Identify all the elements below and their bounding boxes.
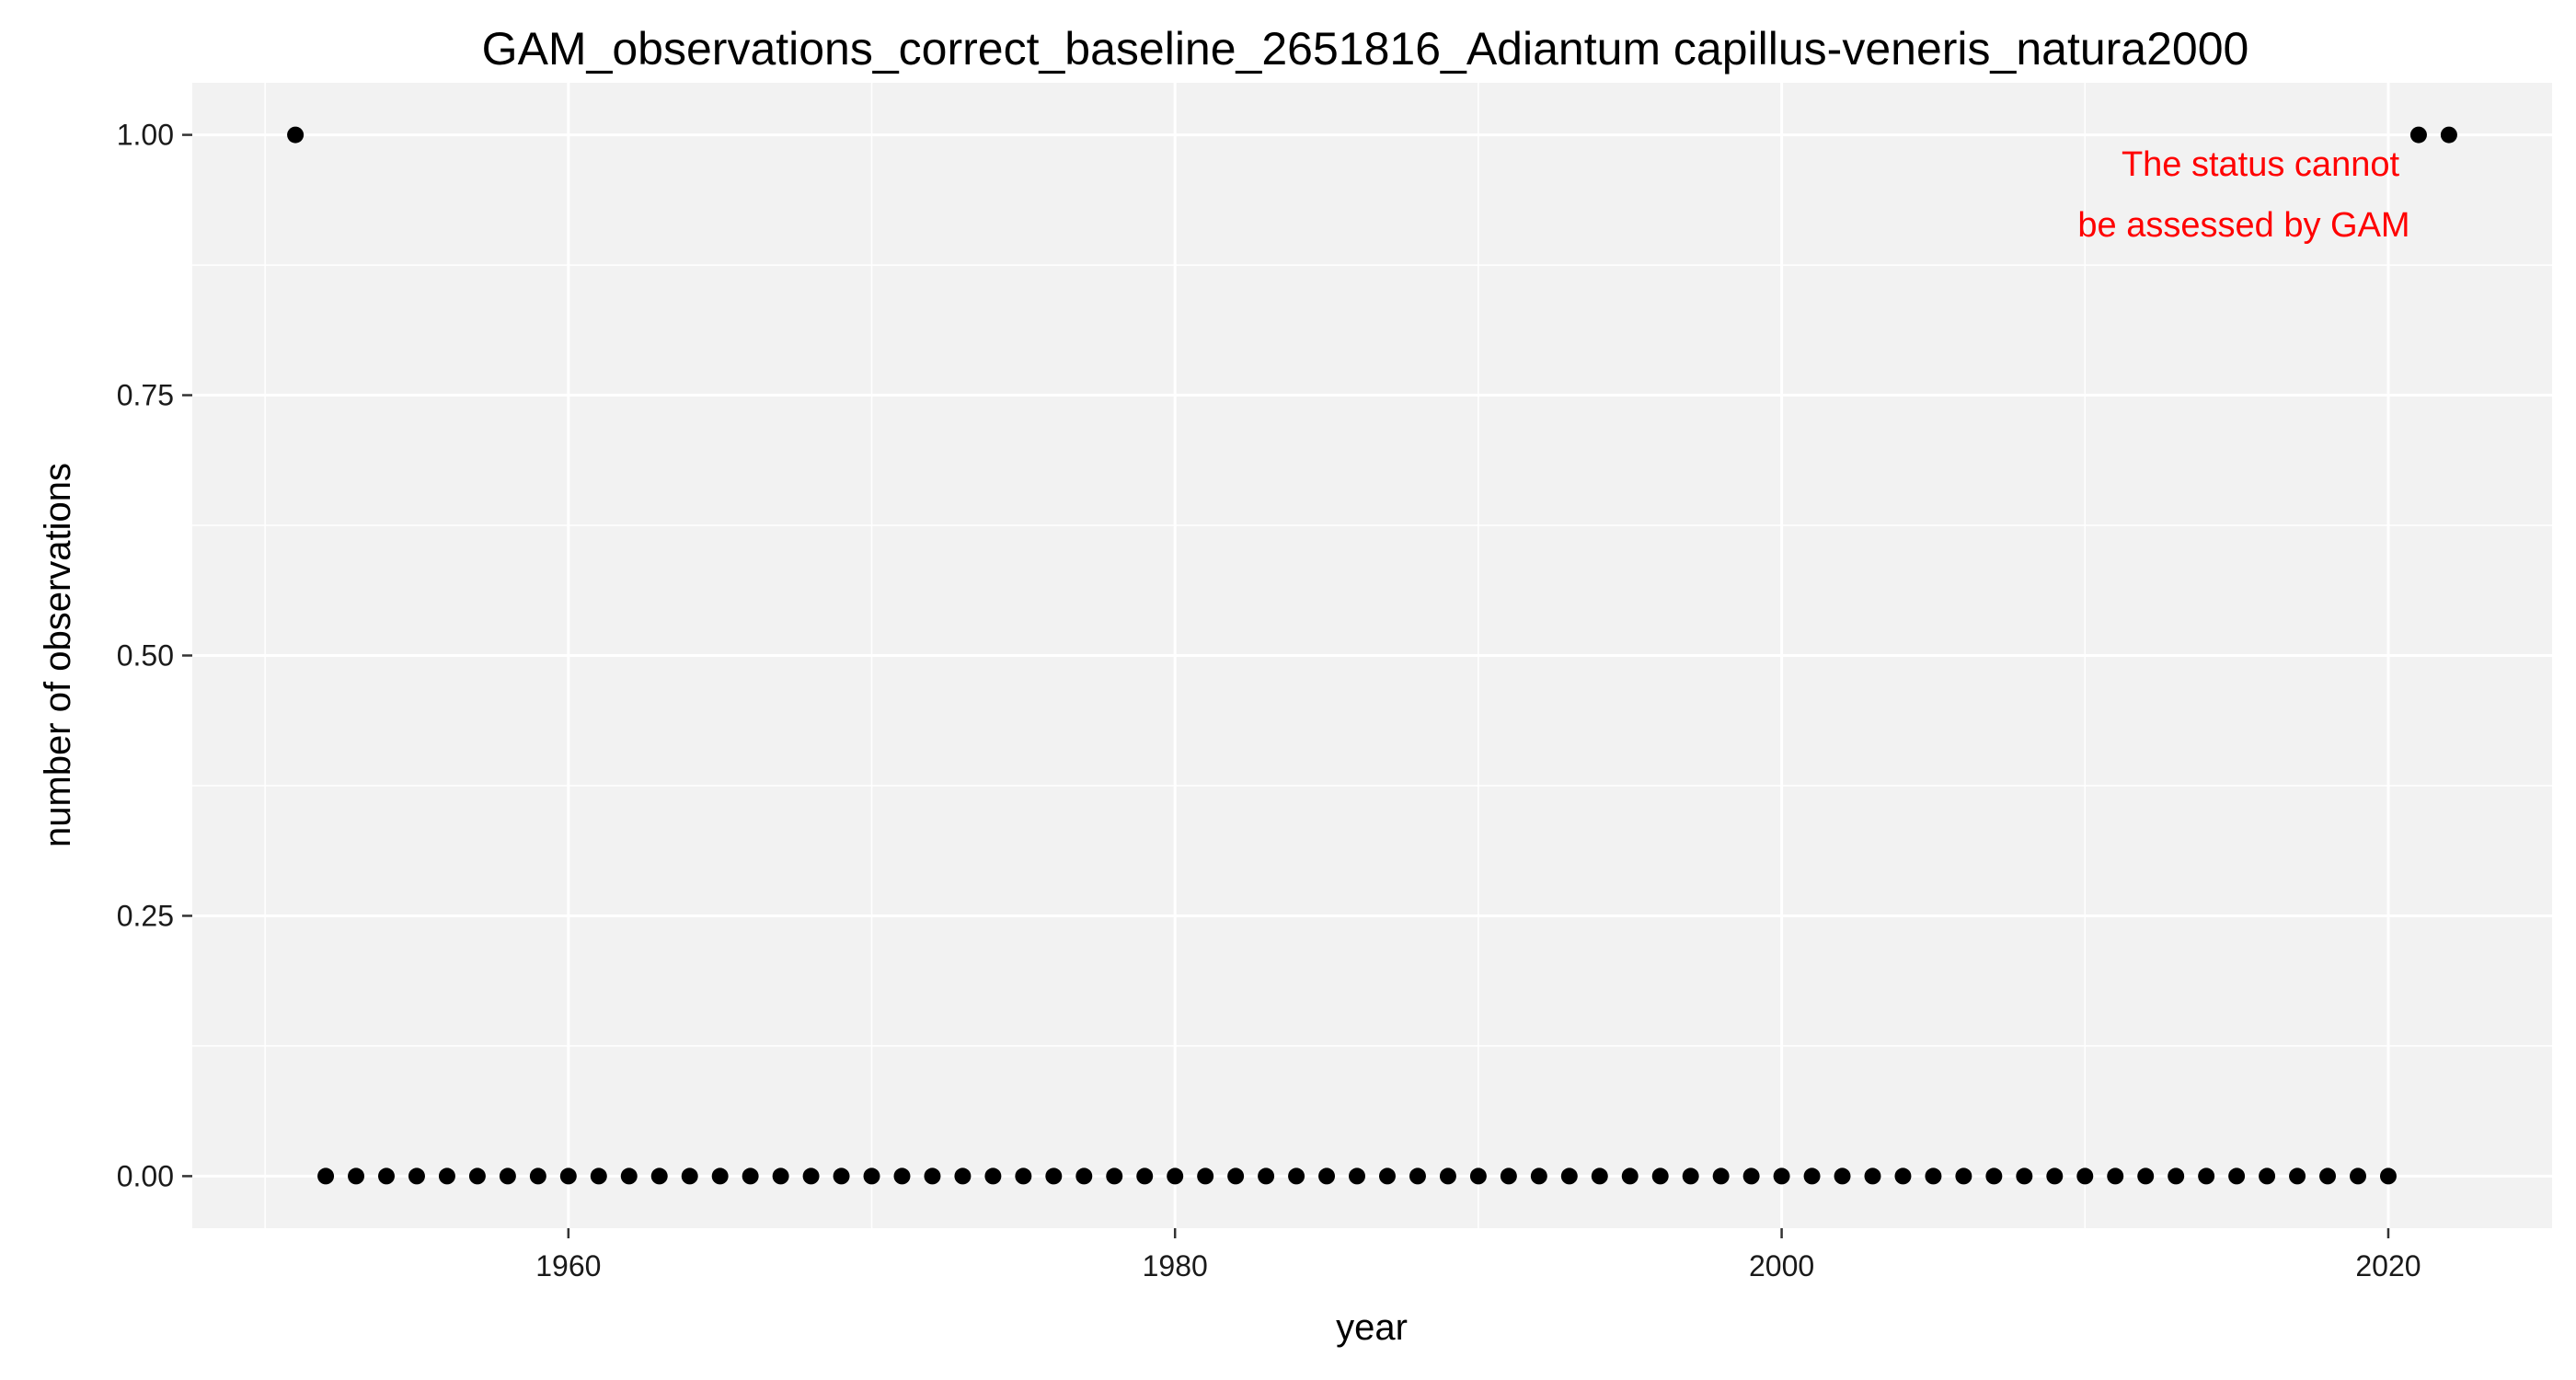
data-point <box>1985 1167 2003 1185</box>
data-point <box>287 126 305 144</box>
annotation-line: be assessed by GAM <box>2077 206 2409 245</box>
y-tick-label: 0.00 <box>117 1159 174 1192</box>
data-point <box>2076 1167 2094 1185</box>
data-point <box>1015 1167 1032 1185</box>
data-point <box>1651 1167 1669 1185</box>
data-point <box>1591 1167 1608 1185</box>
data-point <box>1712 1167 1730 1185</box>
data-point <box>681 1167 698 1185</box>
data-point <box>2440 126 2457 144</box>
x-axis: 1960 1980 2000 2020 <box>535 1228 2421 1282</box>
data-point <box>2349 1167 2366 1185</box>
x-tick-label: 2000 <box>1749 1249 1814 1282</box>
data-point <box>833 1167 850 1185</box>
data-point <box>2228 1167 2246 1185</box>
data-point <box>2289 1167 2306 1185</box>
data-point <box>1500 1167 1517 1185</box>
data-point <box>2137 1167 2155 1185</box>
data-point <box>1167 1167 1184 1185</box>
data-point <box>1803 1167 1821 1185</box>
data-point <box>1288 1167 1305 1185</box>
data-point <box>863 1167 880 1185</box>
data-point <box>529 1167 546 1185</box>
data-point <box>408 1167 425 1185</box>
data-point <box>1136 1167 1154 1185</box>
data-point <box>1197 1167 1214 1185</box>
data-point <box>1621 1167 1639 1185</box>
data-point <box>772 1167 789 1185</box>
data-point <box>620 1167 638 1185</box>
data-point <box>378 1167 396 1185</box>
data-point <box>711 1167 729 1185</box>
data-point <box>2379 1167 2397 1185</box>
data-point <box>317 1167 335 1185</box>
y-tick-label: 1.00 <box>117 119 174 152</box>
x-tick-label: 1960 <box>535 1249 601 1282</box>
data-point <box>2046 1167 2064 1185</box>
data-point <box>1349 1167 1366 1185</box>
y-tick-label: 0.50 <box>117 639 174 673</box>
data-point <box>2198 1167 2215 1185</box>
data-point <box>650 1167 668 1185</box>
data-point <box>1773 1167 1790 1185</box>
data-point <box>499 1167 516 1185</box>
y-axis-title: number of observations <box>38 463 78 847</box>
annotation-line: The status cannot <box>2122 145 2400 184</box>
data-point <box>802 1167 820 1185</box>
grid-major <box>192 83 2552 1228</box>
data-point <box>2409 126 2427 144</box>
data-point <box>984 1167 1002 1185</box>
data-point <box>2107 1167 2124 1185</box>
data-point <box>1834 1167 1851 1185</box>
data-point <box>1530 1167 1547 1185</box>
data-point <box>1227 1167 1245 1185</box>
data-point <box>1682 1167 1699 1185</box>
data-point <box>2168 1167 2185 1185</box>
y-tick-label: 0.25 <box>117 899 174 932</box>
data-point <box>348 1167 365 1185</box>
data-point <box>438 1167 455 1185</box>
data-point <box>1894 1167 1912 1185</box>
x-tick-label: 2020 <box>2355 1249 2421 1282</box>
y-tick-label: 0.75 <box>117 379 174 412</box>
data-points <box>287 126 2457 1185</box>
x-axis-title: year <box>1336 1307 1408 1348</box>
chart-title: GAM_observations_correct_baseline_265181… <box>482 23 2249 75</box>
data-point <box>1925 1167 1942 1185</box>
data-point <box>1318 1167 1336 1185</box>
data-point <box>1409 1167 1426 1185</box>
data-point <box>893 1167 911 1185</box>
data-point <box>1955 1167 1972 1185</box>
x-tick-label: 1980 <box>1143 1249 1208 1282</box>
data-point <box>590 1167 607 1185</box>
data-point <box>2319 1167 2337 1185</box>
data-point <box>742 1167 759 1185</box>
data-point <box>1742 1167 1760 1185</box>
data-point <box>559 1167 577 1185</box>
data-point <box>1106 1167 1123 1185</box>
data-point <box>1560 1167 1578 1185</box>
data-point <box>1075 1167 1093 1185</box>
y-axis: 0.00 0.25 0.50 0.75 1.00 <box>117 119 192 1192</box>
data-point <box>2016 1167 2033 1185</box>
data-point <box>954 1167 972 1185</box>
data-point <box>1864 1167 1881 1185</box>
data-point <box>1469 1167 1487 1185</box>
data-point <box>924 1167 941 1185</box>
data-point <box>1258 1167 1275 1185</box>
annotation: The status cannot be assessed by GAM <box>2077 145 2409 245</box>
data-point <box>2259 1167 2276 1185</box>
data-point <box>1378 1167 1396 1185</box>
data-point <box>1045 1167 1063 1185</box>
data-point <box>1439 1167 1456 1185</box>
data-point <box>468 1167 486 1185</box>
